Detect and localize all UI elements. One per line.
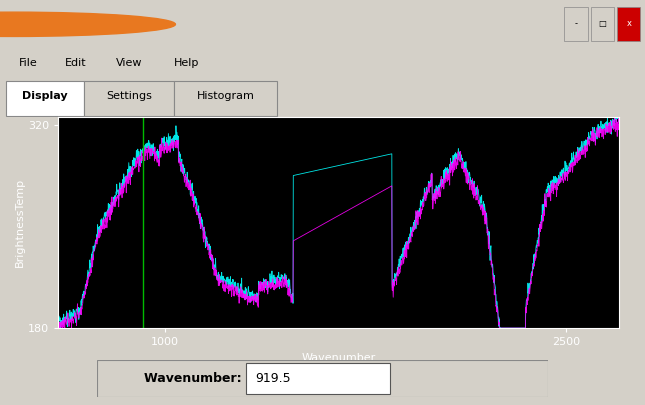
Text: 919.5: 919.5 (255, 372, 290, 385)
Text: Help: Help (174, 58, 199, 68)
FancyBboxPatch shape (591, 7, 614, 41)
Text: View: View (116, 58, 143, 68)
Circle shape (0, 12, 175, 36)
FancyBboxPatch shape (246, 363, 390, 394)
Text: Display: Display (23, 92, 68, 101)
FancyBboxPatch shape (97, 360, 548, 397)
FancyBboxPatch shape (617, 7, 640, 41)
Text: Wavenumber:: Wavenumber: (144, 372, 246, 385)
Text: File: File (19, 58, 38, 68)
X-axis label: Wavenumber: Wavenumber (301, 353, 376, 362)
Text: Histogram: Histogram (197, 92, 255, 101)
FancyBboxPatch shape (6, 81, 84, 116)
Text: Settings: Settings (106, 92, 152, 101)
Text: Edit: Edit (64, 58, 86, 68)
Text: x: x (626, 19, 631, 28)
FancyBboxPatch shape (174, 81, 277, 116)
Text: □: □ (599, 19, 606, 28)
FancyBboxPatch shape (564, 7, 588, 41)
Y-axis label: BrightnessTemp: BrightnessTemp (15, 178, 25, 267)
Text: MultiSpectral: MultiSpectral (32, 18, 126, 31)
FancyBboxPatch shape (84, 81, 174, 116)
Text: -: - (575, 19, 577, 28)
